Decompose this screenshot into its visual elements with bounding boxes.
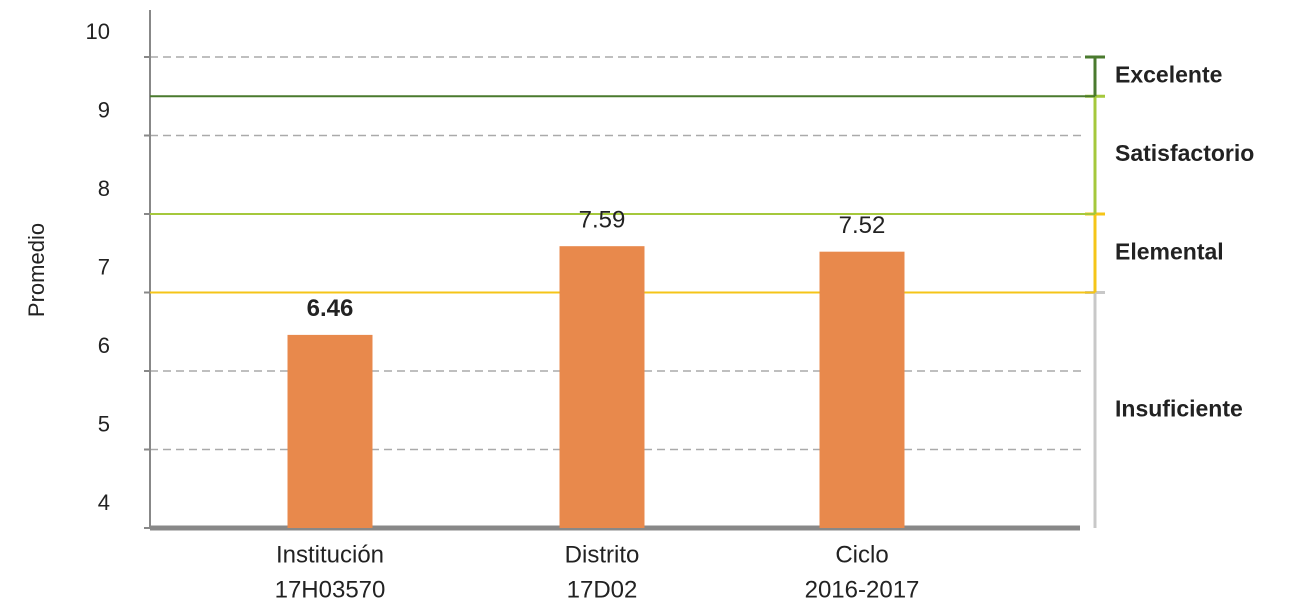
bar: [559, 246, 645, 528]
level-label: Elemental: [1115, 238, 1224, 264]
x-tick-label: 17D02: [567, 576, 638, 603]
y-tick-label: 8: [98, 176, 110, 201]
bar: [287, 334, 373, 528]
y-tick-label: 10: [86, 19, 110, 44]
x-tick-label: Distrito: [565, 541, 640, 568]
y-tick-label: 6: [98, 333, 110, 358]
level-label: Insuficiente: [1115, 395, 1243, 421]
y-tick-label: 5: [98, 411, 110, 436]
value-label: 7.59: [579, 207, 626, 234]
y-tick-label: 4: [98, 490, 110, 515]
x-tick-label: 2016-2017: [805, 576, 920, 603]
level-label: Excelente: [1115, 62, 1222, 88]
y-axis-label: Promedio: [24, 223, 49, 317]
value-label: 6.46: [307, 295, 354, 322]
x-tick-label: Ciclo: [835, 541, 888, 568]
value-label: 7.52: [839, 212, 886, 239]
bar: [819, 251, 905, 528]
x-tick-label: Institución: [276, 541, 384, 568]
level-label: Satisfactorio: [1115, 140, 1254, 166]
y-tick-label: 7: [98, 254, 110, 279]
x-tick-label: 17H03570: [275, 576, 386, 603]
y-tick-label: 9: [98, 97, 110, 122]
